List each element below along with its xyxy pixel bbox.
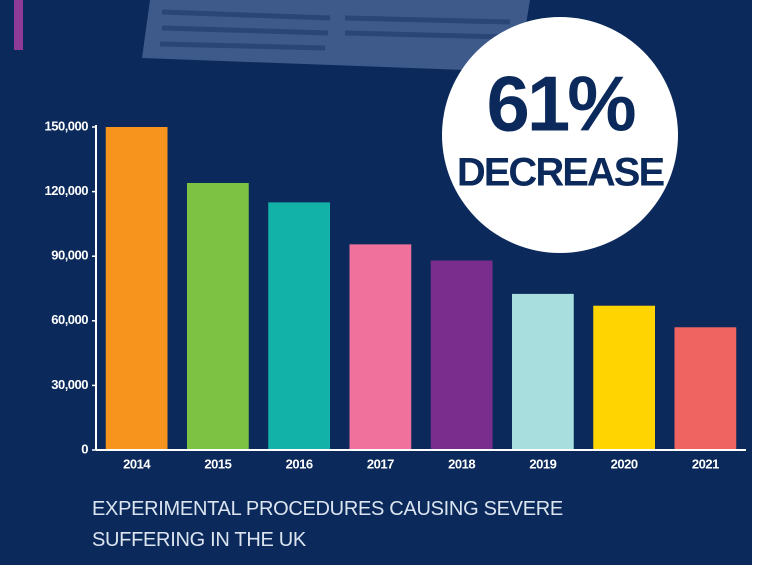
y-tick-label: 60,000: [51, 312, 88, 327]
x-tick-label: 2017: [367, 456, 394, 471]
y-tick-label: 90,000: [51, 248, 88, 263]
x-tick-label: 2019: [529, 456, 556, 471]
y-tick-label: 120,000: [45, 183, 89, 198]
chart-title: EXPERIMENTAL PROCEDURES CAUSING SEVERE S…: [92, 498, 563, 551]
paper-decoration: [142, 0, 530, 72]
bar: [349, 244, 412, 450]
highlight-circle: [442, 17, 678, 253]
bar: [674, 327, 737, 450]
x-tick-label: 2021: [692, 456, 719, 471]
y-tick-label: 30,000: [51, 377, 88, 392]
bar: [593, 305, 655, 450]
x-tick-label: 2014: [123, 456, 151, 471]
annotation-percent: 61%: [486, 60, 635, 148]
bar: [105, 127, 168, 450]
y-tick-label: 150,000: [45, 118, 89, 133]
bar: [187, 182, 249, 450]
x-tick-label: 2015: [204, 456, 231, 471]
annotation-label: DECREASE: [457, 151, 665, 195]
bar: [512, 293, 574, 450]
x-tick-label: 2020: [611, 456, 638, 471]
bar: [430, 260, 493, 450]
y-tick-label: 0: [81, 441, 88, 456]
x-tick-label: 2016: [286, 456, 313, 471]
accent-bar: [14, 0, 23, 50]
bar: [268, 202, 330, 450]
x-tick-label: 2018: [448, 456, 475, 471]
